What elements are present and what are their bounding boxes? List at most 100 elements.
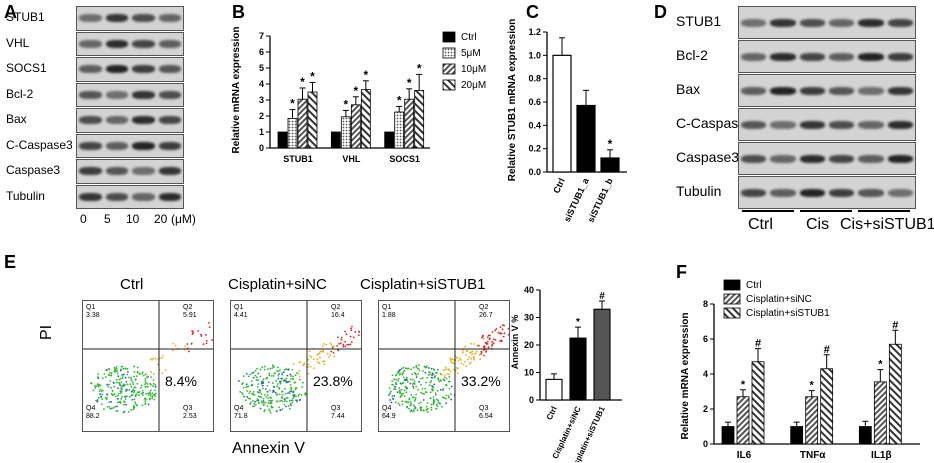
flow-event-dot	[406, 401, 409, 403]
panel-c-bar-chart: 0.0 0.2 0.4 0.6 0.8 1.0 1.2 Relative STUB1 mRNA…	[507, 19, 627, 224]
flow-event-dot	[261, 401, 263, 404]
flow-event-dot	[432, 386, 434, 389]
flow-event-dot	[503, 324, 505, 327]
flow-event-dot	[330, 350, 333, 353]
flow-event-dot	[115, 381, 118, 384]
significance-mark: *	[310, 69, 315, 83]
flow-event-dot	[435, 371, 438, 374]
blot-band	[887, 154, 913, 163]
flow-event-dot	[211, 339, 213, 342]
flow-event-dot	[262, 401, 265, 404]
flow-event-dot	[330, 343, 333, 346]
quadrant-value: Q2 5.91	[183, 304, 197, 320]
quadrant-percent: 88.2	[86, 413, 100, 420]
flow-apoptosis-percent: 8.4%	[165, 373, 197, 389]
quadrant-name: Q4	[382, 405, 392, 412]
flow-event-dot	[325, 343, 328, 346]
flow-event-dot	[127, 370, 129, 373]
flow-event-dot	[205, 342, 208, 345]
bar	[820, 368, 834, 445]
flow-event-dot	[473, 357, 475, 360]
flow-event-dot	[307, 363, 310, 366]
flow-plot-title: Ctrl	[120, 276, 144, 293]
flow-event-dot	[486, 336, 489, 339]
flow-event-dot	[485, 350, 488, 352]
flow-event-dot	[111, 393, 114, 396]
flow-event-dot	[309, 365, 312, 368]
flow-event-dot	[472, 356, 475, 359]
flow-event-dot	[184, 345, 187, 347]
flow-event-dot	[247, 397, 250, 400]
flow-event-dot	[450, 393, 452, 396]
flow-event-dot	[136, 366, 139, 369]
flow-event-dot	[415, 364, 418, 367]
quadrant-percent: 3.38	[86, 312, 100, 319]
flow-event-dot	[448, 380, 451, 383]
blot-band	[799, 52, 825, 61]
flow-event-dot	[495, 328, 498, 330]
flow-event-dot	[393, 378, 396, 381]
flow-event-dot	[288, 399, 291, 402]
bar	[404, 98, 415, 149]
flow-event-dot	[438, 380, 441, 383]
flow-event-dot	[284, 400, 286, 402]
flow-event-dot	[436, 389, 439, 392]
flow-event-dot	[358, 331, 361, 333]
group-label-ctrl: Ctrl	[748, 216, 773, 233]
flow-event-dot	[436, 399, 439, 402]
flow-event-dot	[497, 331, 500, 334]
flow-event-dot	[134, 403, 137, 405]
flow-event-dot	[104, 376, 107, 378]
flow-event-dot	[259, 375, 262, 378]
flow-event-dot	[448, 375, 451, 378]
flow-event-dot	[351, 325, 353, 328]
quadrant-value: Q2 26.7	[479, 304, 493, 320]
flow-plot-title: Cisplatin+siNC	[228, 276, 327, 293]
blot-strip	[76, 57, 184, 82]
flow-scatter	[83, 301, 213, 431]
y-tick-label: 7	[259, 31, 264, 41]
legend-swatch	[442, 31, 456, 43]
blot-row-label: STUB1	[676, 13, 722, 29]
flow-event-dot	[400, 394, 403, 397]
flow-event-dot	[275, 379, 278, 382]
flow-event-dot	[470, 351, 473, 353]
flow-event-dot	[103, 408, 105, 410]
blot-band	[132, 90, 155, 99]
flow-event-dot	[174, 344, 177, 347]
flow-event-dot	[422, 392, 424, 395]
flow-event-dot	[426, 376, 429, 379]
flow-event-dot	[271, 367, 274, 370]
flow-event-dot	[435, 407, 438, 410]
flow-event-dot	[470, 342, 472, 345]
blot-band	[741, 18, 767, 27]
flow-event-dot	[344, 330, 347, 333]
flow-event-dot	[435, 394, 437, 396]
blot-band	[132, 192, 155, 201]
flow-event-dot	[145, 381, 147, 384]
flow-event-dot	[250, 380, 253, 382]
flow-event-dot	[422, 399, 425, 401]
flow-event-dot	[400, 393, 403, 395]
blot-band	[829, 52, 855, 61]
blot-band	[105, 116, 128, 125]
blot-strip	[738, 6, 916, 39]
legend-label: 20μM	[461, 80, 486, 91]
flow-event-dot	[277, 370, 280, 373]
flow-event-dot	[442, 378, 445, 381]
panel-letter-a: A	[4, 2, 17, 22]
flow-event-dot	[402, 372, 404, 375]
flow-event-dot	[151, 397, 154, 400]
flow-event-dot	[291, 390, 294, 393]
flow-event-dot	[126, 368, 129, 370]
flow-event-dot	[459, 358, 462, 361]
flow-event-dot	[276, 385, 279, 388]
flow-event-dot	[156, 363, 159, 366]
flow-event-dot	[126, 383, 129, 386]
flow-event-dot	[121, 385, 124, 388]
blot-row-label: Caspase3	[676, 149, 740, 165]
flow-event-dot	[431, 385, 433, 387]
flow-event-dot	[304, 393, 307, 396]
flow-event-dot	[289, 373, 292, 376]
y-tick-label: 2	[259, 111, 264, 121]
